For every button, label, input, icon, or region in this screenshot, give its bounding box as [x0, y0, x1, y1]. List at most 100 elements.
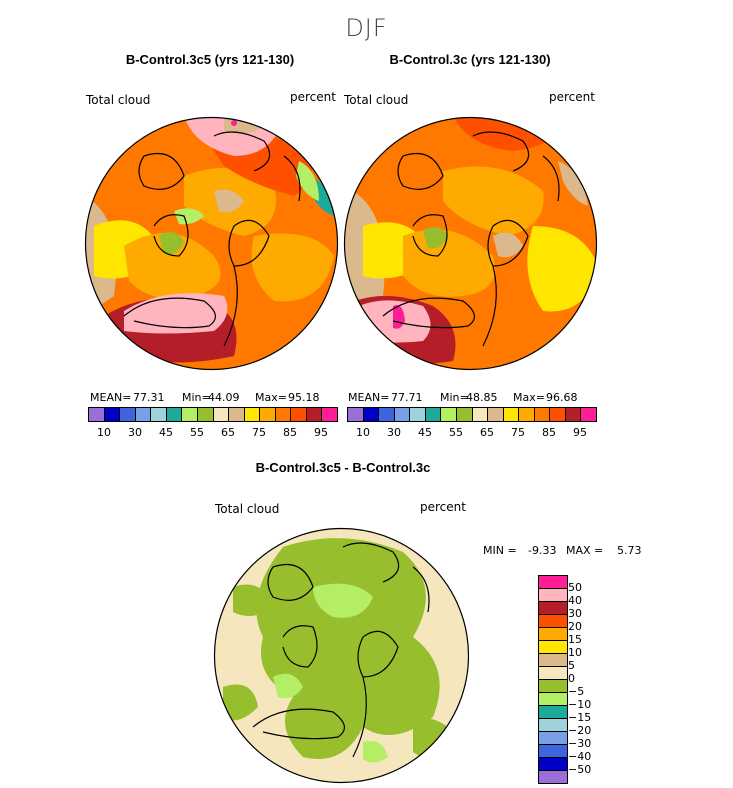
panel-3-min-label: MIN = [483, 544, 517, 557]
panel-3-colorbar-swatch [539, 654, 567, 667]
panel-1-colorbar-swatch [135, 408, 152, 421]
panel-2-colorbar-swatch [503, 408, 520, 421]
panel-2-colorbar-swatch [425, 408, 442, 421]
panel-2-colorbar-swatch [379, 408, 395, 421]
panel-3-colorbar-swatch [539, 732, 567, 745]
panel-3-max-value: 5.73 [617, 544, 642, 557]
panel-3-colorbar-tick: 50 [568, 581, 582, 594]
panel-2-colorbar-tick: 95 [573, 426, 587, 439]
panel-1-colorbar-swatch [89, 408, 105, 421]
panel-2-min-value: 48.85 [466, 391, 498, 404]
panel-3-colorbar-tick: 5 [568, 659, 575, 672]
panel-2-colorbar-swatch [519, 408, 535, 421]
panel-1-colorbar-swatch [244, 408, 261, 421]
panel-3-colorbar-tick: −15 [568, 711, 592, 724]
panel-3-colorbar [538, 575, 568, 784]
panel-1-colorbar-swatch [275, 408, 292, 421]
panel-2-variable-label: Total cloud [344, 93, 409, 107]
panel-1-mean-value: 77.31 [133, 391, 165, 404]
panel-2-title: B-Control.3c (yrs 121-130) [389, 52, 551, 67]
panel-2-colorbar-tick: 30 [387, 426, 401, 439]
panel-2-mean-value: 77.71 [391, 391, 423, 404]
panel-1-colorbar-tick: 95 [314, 426, 328, 439]
panel-1-min-label: Min= [182, 391, 211, 404]
panel-2-colorbar-swatch [410, 408, 426, 421]
panel-3-colorbar-swatch [539, 589, 567, 602]
panel-3-colorbar-tick: 20 [568, 620, 582, 633]
panel-2-colorbar-swatch [550, 408, 566, 421]
panel-1-colorbar-swatch [166, 408, 183, 421]
panel-1-variable-label: Total cloud [86, 93, 151, 107]
panel-3-colorbar-swatch [539, 602, 567, 615]
panel-3-colorbar-swatch [539, 680, 567, 693]
panel-3-colorbar-tick: −5 [568, 685, 585, 698]
panel-2-colorbar-tick: 65 [480, 426, 494, 439]
panel-1-colorbar [88, 407, 338, 422]
panel-1-colorbar-swatch [120, 408, 136, 421]
panel-2-colorbar [347, 407, 597, 422]
panel-3-colorbar-swatch [539, 771, 567, 783]
panel-1-colorbar-tick: 30 [128, 426, 142, 439]
panel-3-colorbar-tick: −40 [568, 750, 592, 763]
panel-3-colorbar-swatch [539, 628, 567, 641]
panel-2-max-label: Max= [513, 391, 545, 404]
panel-1-colorbar-tick: 75 [252, 426, 266, 439]
panel-1-colorbar-swatch [291, 408, 307, 421]
panel-3-max-label: MAX = [566, 544, 604, 557]
panel-1-colorbar-swatch [104, 408, 121, 421]
panel-3-polar-map [213, 527, 470, 784]
panel-2-colorbar-swatch [565, 408, 582, 421]
panel-1-colorbar-tick: 65 [221, 426, 235, 439]
panel-3-colorbar-tick: −20 [568, 724, 592, 737]
panel-2-units-label: percent [549, 90, 595, 104]
panel-2-colorbar-tick: 85 [542, 426, 556, 439]
panel-3-colorbar-tick: −10 [568, 698, 592, 711]
panel-1-colorbar-swatch [229, 408, 245, 421]
panel-3-colorbar-tick: 15 [568, 633, 582, 646]
panel-1-colorbar-swatch [213, 408, 230, 421]
panel-2-max-value: 96.68 [546, 391, 578, 404]
panel-2-min-label: Min= [440, 391, 469, 404]
panel-3-colorbar-swatch [539, 641, 567, 654]
panel-2-colorbar-swatch [441, 408, 457, 421]
panel-1-max-label: Max= [255, 391, 287, 404]
panel-1-colorbar-swatch [151, 408, 167, 421]
panel-3-variable-label: Total cloud [215, 502, 280, 516]
panel-1-polar-map [84, 116, 339, 371]
panel-2-colorbar-tick: 55 [449, 426, 463, 439]
panel-3-colorbar-tick: 10 [568, 646, 582, 659]
panel-3-colorbar-tick: 40 [568, 594, 582, 607]
panel-3-colorbar-tick: 30 [568, 607, 582, 620]
panel-2-colorbar-swatch [488, 408, 504, 421]
panel-1-units-label: percent [290, 90, 336, 104]
panel-3-units-label: percent [420, 500, 466, 514]
panel-3-colorbar-swatch [539, 615, 567, 628]
panel-2-colorbar-tick: 10 [356, 426, 370, 439]
panel-1-title: B-Control.3c5 (yrs 121-130) [125, 52, 295, 67]
panel-1-colorbar-tick: 85 [283, 426, 297, 439]
panel-3-colorbar-swatch [539, 693, 567, 706]
panel-1-colorbar-swatch [260, 408, 276, 421]
panel-1-mean-label: MEAN= [90, 391, 132, 404]
panel-2-colorbar-swatch [348, 408, 364, 421]
panel-2-colorbar-swatch [363, 408, 380, 421]
panel-2-colorbar-tick: 45 [418, 426, 432, 439]
panel-3-colorbar-swatch [539, 758, 567, 771]
season-title: DJF [345, 14, 388, 42]
panel-1-min-value: 44.09 [208, 391, 240, 404]
panel-3-colorbar-swatch [539, 576, 567, 589]
panel-2-polar-map [343, 116, 598, 371]
panel-3-colorbar-swatch [539, 667, 567, 680]
panel-3-colorbar-swatch [539, 706, 567, 719]
panel-1-colorbar-swatch [306, 408, 323, 421]
panel-1-max-value: 95.18 [288, 391, 320, 404]
panel-2-colorbar-swatch [534, 408, 551, 421]
panel-1-colorbar-tick: 55 [190, 426, 204, 439]
panel-3-colorbar-tick: 0 [568, 672, 575, 685]
panel-2-mean-label: MEAN= [348, 391, 390, 404]
panel-3-colorbar-tick: −50 [568, 763, 592, 776]
panel-3-title: B-Control.3c5 - B-Control.3c [255, 460, 431, 475]
panel-1-colorbar-swatch [322, 408, 337, 421]
panel-2-colorbar-swatch [394, 408, 411, 421]
panel-1-colorbar-tick: 10 [97, 426, 111, 439]
